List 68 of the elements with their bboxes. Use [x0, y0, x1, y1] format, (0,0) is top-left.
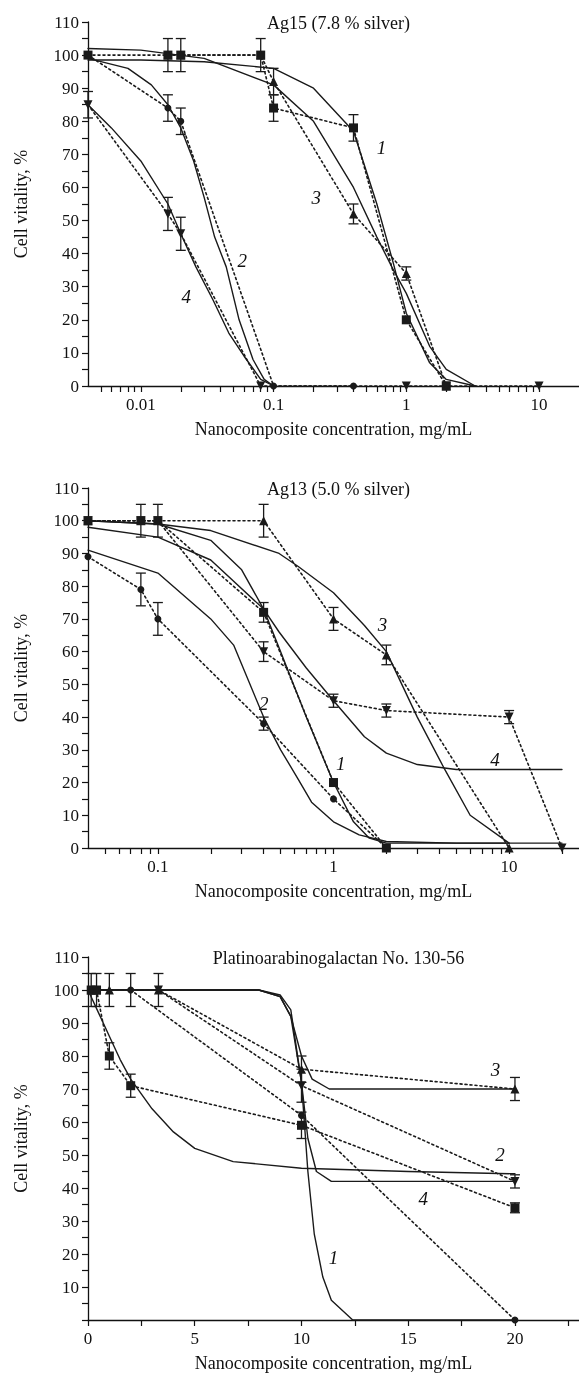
y-axis-title: Cell vitality, % [11, 613, 31, 723]
y-tick-label: 30 [62, 1211, 79, 1231]
x-tick-label: 0.01 [125, 395, 156, 414]
y-tick-label: 50 [62, 1145, 79, 1165]
x-tick-label: 10 [530, 395, 548, 414]
y-tick-label: 80 [62, 576, 79, 596]
y-tick-label: 90 [62, 1013, 79, 1033]
annotation: 2 [259, 693, 270, 715]
y-tick-label: 70 [62, 1079, 79, 1099]
y-tick-label: 10 [62, 343, 79, 363]
annotation: 4 [181, 286, 192, 308]
x-axis-title: Nanocomposite concentration, mg/mL [194, 419, 473, 439]
x-tick-label: 5 [190, 1329, 199, 1348]
y-tick-label: 100 [53, 980, 79, 1000]
y-tick-label: 70 [62, 144, 79, 164]
y-tick-label: 0 [70, 376, 79, 396]
y-tick-label: 110 [54, 947, 79, 967]
chart-title: Platinoarabinogalactan No. 130-56 [212, 948, 465, 968]
y-tick-label: 0 [70, 838, 79, 858]
y-tick-label: 100 [53, 45, 79, 65]
y-tick-label: 90 [62, 78, 79, 98]
x-tick-label: 10 [292, 1329, 310, 1348]
x-tick-label: 0.1 [262, 395, 285, 414]
y-tick-label: 40 [62, 1178, 79, 1198]
y-tick-label: 60 [62, 642, 79, 662]
y-axis-title: Cell vitality, % [11, 1084, 31, 1193]
y-tick-label: 60 [62, 1112, 79, 1132]
chart-title: Ag15 (7.8 % silver) [267, 13, 410, 34]
annotation: 3 [310, 186, 322, 208]
y-tick-label: 110 [54, 478, 79, 498]
annotation: 2 [495, 1144, 506, 1166]
annotation: 2 [237, 249, 248, 271]
y-tick-label: 50 [62, 674, 79, 694]
x-axis-title: Nanocomposite concentration, mg/mL [194, 881, 473, 901]
annotation: 3 [489, 1058, 501, 1080]
y-tick-label: 90 [62, 543, 79, 563]
y-tick-label: 50 [62, 211, 79, 231]
y-tick-label: 20 [62, 310, 79, 330]
y-tick-label: 80 [62, 111, 79, 131]
y-tick-label: 60 [62, 177, 79, 197]
annotation: 1 [336, 753, 346, 775]
y-axis-title: Cell vitality, % [11, 149, 31, 259]
y-tick-label: 10 [62, 805, 79, 825]
x-tick-label: 15 [399, 1329, 417, 1348]
y-tick-label: 80 [62, 1046, 79, 1066]
annotation: 3 [376, 613, 388, 635]
annotation: 1 [328, 1246, 339, 1268]
x-tick-label: 10 [500, 857, 518, 876]
x-tick-label: 0.1 [147, 857, 169, 876]
y-tick-label: 20 [62, 773, 79, 793]
y-tick-label: 10 [62, 1277, 79, 1297]
x-tick-label: 1 [329, 857, 338, 876]
y-tick-label: 40 [62, 707, 79, 727]
y-tick-label: 110 [54, 12, 79, 32]
y-tick-label: 30 [62, 740, 79, 760]
chart-title: Ag13 (5.0 % silver) [267, 479, 410, 500]
y-tick-label: 70 [62, 609, 79, 629]
x-tick-label: 20 [506, 1329, 524, 1348]
x-tick-label: 1 [402, 395, 411, 414]
annotation: 4 [490, 749, 501, 771]
y-tick-label: 20 [62, 1244, 79, 1264]
y-tick-label: 100 [53, 511, 79, 531]
annotation: 1 [376, 137, 387, 159]
y-tick-label: 40 [62, 244, 79, 264]
y-tick-label: 30 [62, 277, 79, 297]
annotation: 4 [418, 1187, 429, 1209]
x-tick-label: 0 [83, 1329, 93, 1348]
x-axis-title: Nanocomposite concentration, mg/mL [194, 1353, 473, 1373]
